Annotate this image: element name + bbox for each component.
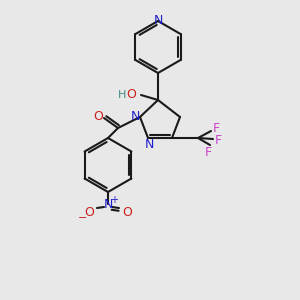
Text: +: + xyxy=(110,195,118,205)
Text: O: O xyxy=(84,206,94,218)
Text: H: H xyxy=(118,90,126,100)
Text: F: F xyxy=(212,122,220,134)
Text: O: O xyxy=(93,110,103,122)
Text: N: N xyxy=(103,199,113,212)
Text: −: − xyxy=(78,213,88,223)
Text: F: F xyxy=(204,146,211,158)
Text: O: O xyxy=(122,206,132,218)
Text: N: N xyxy=(130,110,140,124)
Text: N: N xyxy=(153,14,163,28)
Text: N: N xyxy=(144,137,154,151)
Text: F: F xyxy=(214,134,222,146)
Text: O: O xyxy=(126,88,136,101)
